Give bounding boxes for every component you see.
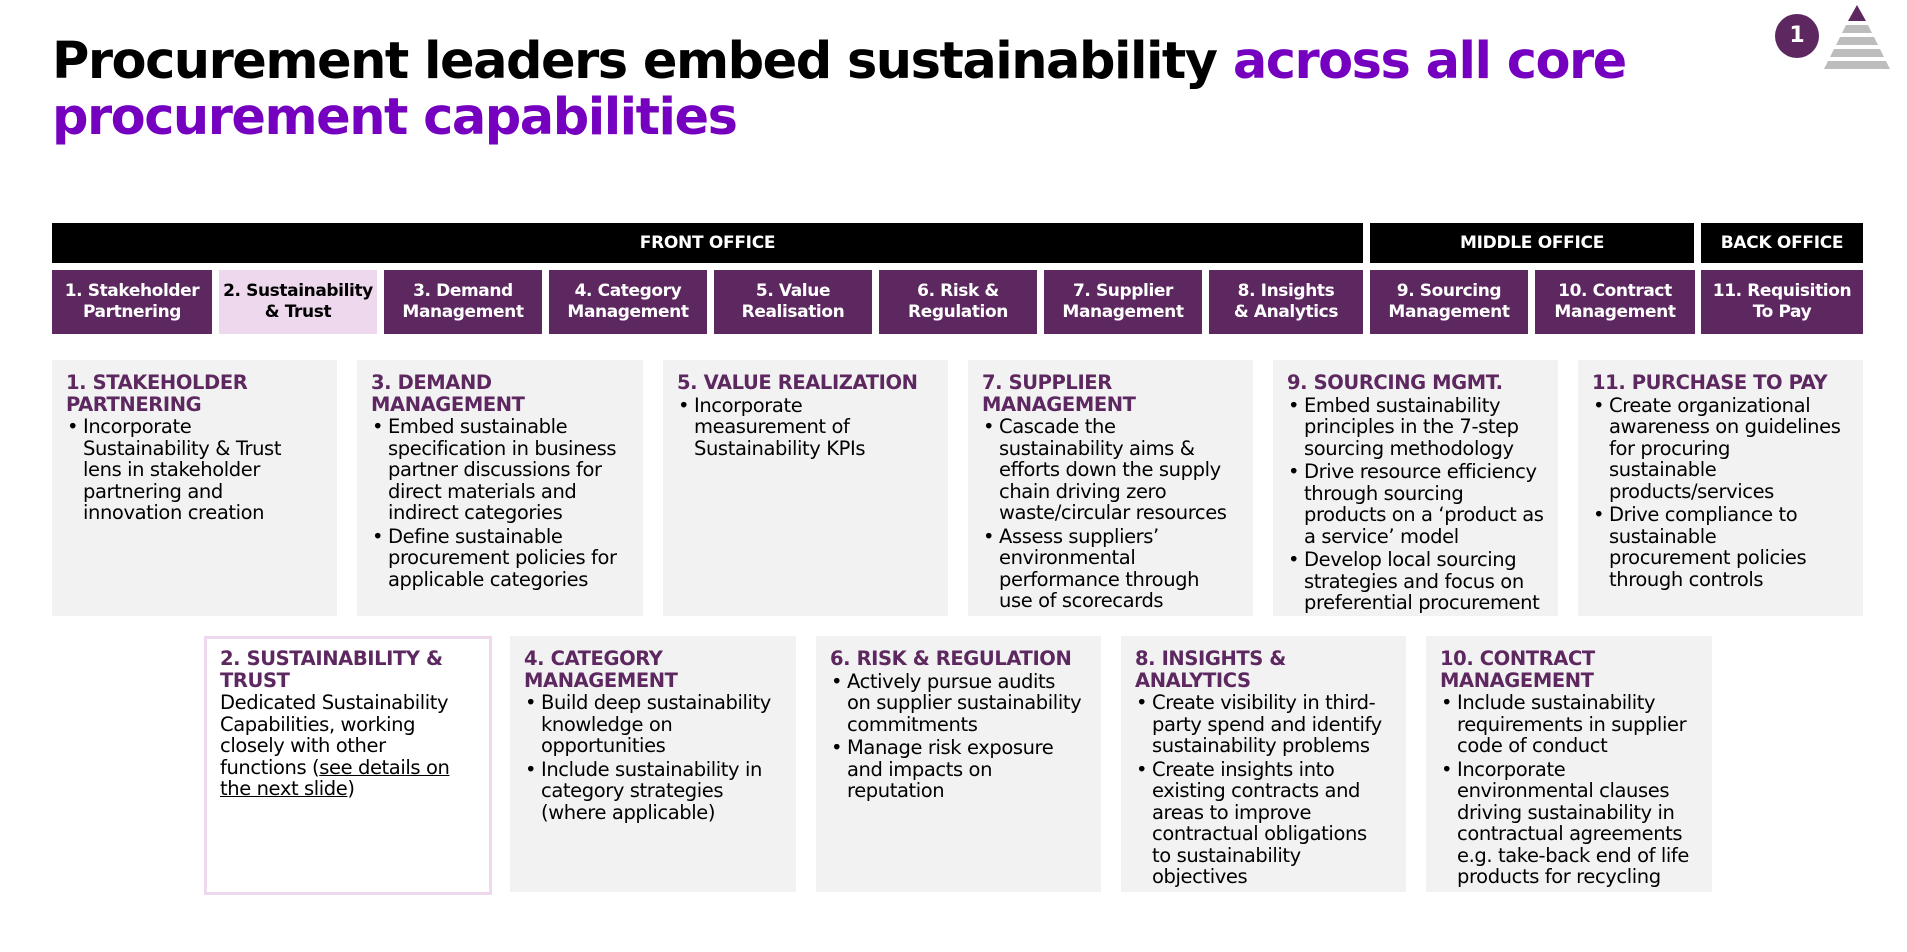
card-bullet: Develop local sourcing strategies and fo… bbox=[1287, 549, 1544, 614]
card-text-end: ) bbox=[347, 777, 355, 800]
card-bullet: Create organizational awareness on guide… bbox=[1592, 394, 1849, 503]
pyramid-icon bbox=[1824, 5, 1890, 69]
card-heading: 1. STAKEHOLDER PARTNERING bbox=[66, 371, 248, 416]
tab-sourcing-management[interactable]: 9. Sourcing Management bbox=[1370, 270, 1528, 334]
card-bullet: Embed sustainable specification in busin… bbox=[371, 416, 629, 524]
card-risk-regulation: 6. RISK & REGULATION Actively pursue aud… bbox=[816, 636, 1101, 892]
card-purchase-to-pay: 11. PURCHASE TO PAY Create organizationa… bbox=[1578, 360, 1863, 616]
tab-value-realisation[interactable]: 5. Value Realisation bbox=[714, 270, 872, 334]
tab-contract-management[interactable]: 10. Contract Management bbox=[1535, 270, 1695, 334]
card-heading: 7. SUPPLIER MANAGEMENT bbox=[982, 371, 1136, 416]
back-office-header: BACK OFFICE bbox=[1701, 223, 1863, 263]
title-accent: across all core procurement capabilities bbox=[52, 32, 1627, 147]
tab-demand-management[interactable]: 3. Demand Management bbox=[384, 270, 542, 334]
slide-number-badge: 1 bbox=[1775, 14, 1819, 58]
middle-office-header: MIDDLE OFFICE bbox=[1370, 223, 1694, 263]
card-contract-management: 10. CONTRACT MANAGEMENT Include sustaina… bbox=[1426, 636, 1712, 892]
front-office-header: FRONT OFFICE bbox=[52, 223, 1363, 263]
card-bullet: Assess suppliers’ environmental performa… bbox=[982, 525, 1239, 612]
card-heading: 10. CONTRACT MANAGEMENT bbox=[1440, 647, 1595, 692]
card-heading: 5. VALUE REALIZATION bbox=[677, 371, 918, 394]
card-bullet: Actively pursue audits on supplier susta… bbox=[830, 670, 1087, 736]
card-bullet: Define sustainable procurement policies … bbox=[371, 525, 629, 591]
tab-risk-regulation[interactable]: 6. Risk & Regulation bbox=[879, 270, 1037, 334]
capability-tabs: 1. Stakeholder Partnering 2. Sustainabil… bbox=[52, 270, 1863, 334]
card-bullet: Drive resource efficiency through sourci… bbox=[1287, 461, 1544, 547]
card-heading: 3. DEMAND MANAGEMENT bbox=[371, 371, 525, 416]
tab-sustainability-trust[interactable]: 2. Sustainability & Trust bbox=[219, 270, 377, 334]
tab-stakeholder-partnering[interactable]: 1. Stakeholder Partnering bbox=[52, 270, 212, 334]
card-bullet: Include sustainability requirements in s… bbox=[1440, 692, 1698, 757]
card-bullet: Include sustainability in category strat… bbox=[524, 758, 782, 824]
card-text: Dedicated Sustainability Capabilities, w… bbox=[220, 692, 478, 800]
tab-category-management[interactable]: 4. Category Management bbox=[549, 270, 707, 334]
card-bullet: Create visibility in third- party spend … bbox=[1135, 692, 1392, 757]
title-main: Procurement leaders embed sustainability bbox=[52, 32, 1233, 91]
card-value-realization: 5. VALUE REALIZATION Incorporate measure… bbox=[663, 360, 948, 616]
card-sustainability-trust: 2. SUSTAINABILITY & TRUST Dedicated Sust… bbox=[204, 636, 492, 895]
card-heading: 11. PURCHASE TO PAY bbox=[1592, 371, 1828, 394]
card-heading: 4. CATEGORY MANAGEMENT bbox=[524, 647, 678, 692]
card-heading: 8. INSIGHTS & ANALYTICS bbox=[1135, 647, 1286, 692]
card-heading: 2. SUSTAINABILITY & TRUST bbox=[220, 647, 443, 692]
card-category-management: 4. CATEGORY MANAGEMENT Build deep sustai… bbox=[510, 636, 796, 892]
card-bullet: Drive compliance to sustainable procurem… bbox=[1592, 504, 1849, 590]
tab-supplier-management[interactable]: 7. Supplier Management bbox=[1044, 270, 1202, 334]
card-bullet: Incorporate measurement of Sustainabilit… bbox=[677, 394, 934, 460]
card-text-body: Dedicated Sustainability Capabilities, w… bbox=[220, 691, 449, 779]
card-bullet: Embed sustainability principles in the 7… bbox=[1287, 394, 1544, 460]
see-details-link[interactable]: see details on the next slide bbox=[220, 755, 450, 800]
card-sourcing-management: 9. SOURCING MGMT. Embed sustainability p… bbox=[1273, 360, 1558, 616]
card-supplier-management: 7. SUPPLIER MANAGEMENT Cascade the susta… bbox=[968, 360, 1253, 616]
card-stakeholder-partnering: 1. STAKEHOLDER PARTNERING Incorporate Su… bbox=[52, 360, 337, 616]
tab-insights-analytics[interactable]: 8. Insights & Analytics bbox=[1209, 270, 1363, 334]
card-bullet: Incorporate environmental clauses drivin… bbox=[1440, 758, 1698, 888]
card-heading: 9. SOURCING MGMT. bbox=[1287, 371, 1503, 394]
card-bullet: Manage risk exposure and impacts on repu… bbox=[830, 737, 1087, 802]
card-heading: 6. RISK & REGULATION bbox=[830, 647, 1072, 670]
page-title: Procurement leaders embed sustainability… bbox=[52, 34, 1752, 146]
card-bullet: Cascade the sustainability aims & effort… bbox=[982, 416, 1239, 524]
card-insights-analytics: 8. INSIGHTS & ANALYTICS Create visibilit… bbox=[1121, 636, 1406, 892]
card-bullet: Create insights into existing contracts … bbox=[1135, 758, 1392, 888]
tab-requisition-to-pay[interactable]: 11. Requisition To Pay bbox=[1701, 270, 1863, 334]
card-bullet: Incorporate Sustainability & Trust lens … bbox=[66, 416, 323, 524]
card-bullet: Build deep sustainability knowledge on o… bbox=[524, 692, 782, 757]
card-demand-management: 3. DEMAND MANAGEMENT Embed sustainable s… bbox=[357, 360, 643, 616]
